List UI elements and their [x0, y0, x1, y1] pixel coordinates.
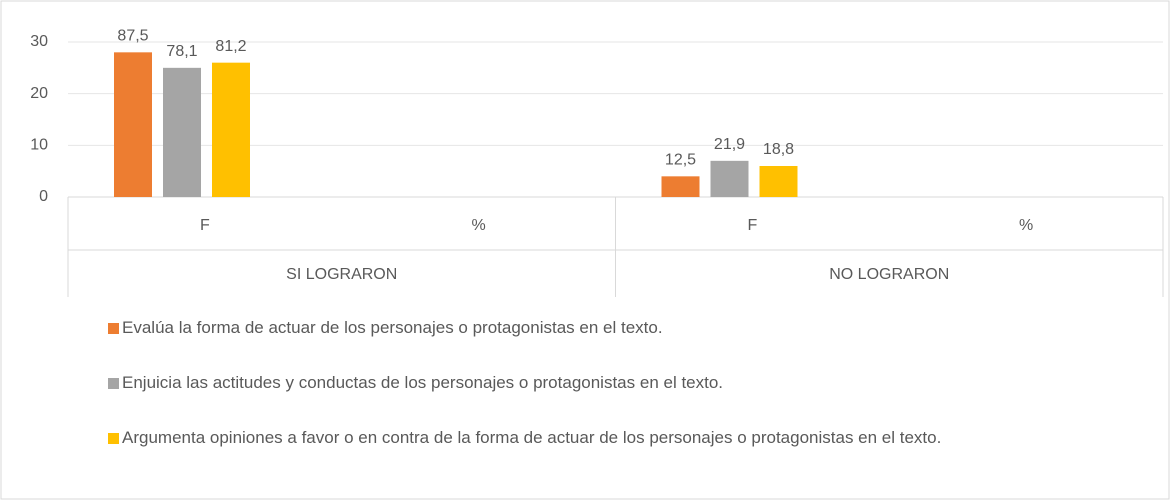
data-label: 81,2 [215, 38, 246, 55]
data-label: 87,5 [117, 28, 148, 45]
legend-label: Evalúa la forma de actuar de los persona… [122, 318, 663, 337]
y-tick-label: 20 [30, 85, 48, 102]
y-tick-label: 10 [30, 137, 48, 154]
legend-label: Enjuicia las actitudes y conductas de lo… [122, 373, 724, 392]
bar [114, 52, 152, 198]
legend: Evalúa la forma de actuar de los persona… [108, 316, 1088, 481]
y-tick-label: 30 [30, 33, 48, 50]
legend-swatch [108, 378, 119, 389]
legend-item: Argumenta opiniones a favor o en contra … [108, 426, 1088, 450]
x-tick-label: % [1019, 217, 1033, 234]
legend-label: Argumenta opiniones a favor o en contra … [122, 428, 942, 447]
bar [710, 160, 749, 197]
legend-swatch [108, 323, 119, 334]
legend-item: Enjuicia las actitudes y conductas de lo… [108, 371, 1088, 395]
y-tick-label: 0 [39, 188, 48, 205]
x-tick-label: F [200, 217, 210, 234]
legend-item: Evalúa la forma de actuar de los persona… [108, 316, 1088, 340]
x-tick-label: F [747, 217, 757, 234]
legend-swatch [108, 433, 119, 444]
data-label: 21,9 [714, 136, 745, 153]
bar [163, 67, 201, 197]
group-label: NO LOGRARON [829, 266, 949, 283]
x-tick-label: % [472, 217, 486, 234]
bar [759, 166, 798, 197]
bar [661, 176, 700, 197]
data-label: 78,1 [166, 43, 197, 60]
data-label: 18,8 [763, 141, 794, 158]
data-label: 12,5 [665, 152, 696, 169]
bar [212, 62, 250, 197]
group-label: SI LOGRARON [286, 266, 397, 283]
